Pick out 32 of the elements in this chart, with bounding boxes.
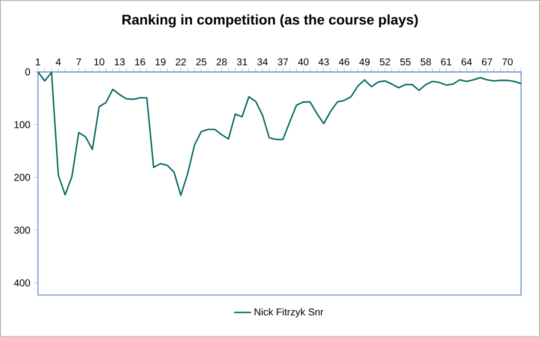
y-tick-label: 0 — [25, 68, 30, 76]
x-tick-label: 70 — [502, 58, 513, 66]
x-tick-label: 7 — [76, 58, 82, 66]
y-tick-label: 100 — [14, 121, 30, 128]
x-tick-label: 13 — [114, 58, 125, 66]
x-tick-label: 67 — [482, 58, 492, 66]
x-tick-label: 19 — [156, 58, 166, 66]
line-series — [38, 72, 522, 196]
x-tick-label: 28 — [216, 58, 227, 66]
chart-title: Ranking in competition (as the course plays) — [122, 14, 418, 28]
x-tick-label: 22 — [176, 58, 186, 66]
x-tick-label: 31 — [236, 58, 248, 66]
x-tick-label: 55 — [400, 58, 411, 66]
x-tick-label: 64 — [462, 58, 472, 66]
x-tick-label: 25 — [196, 58, 206, 66]
x-tick-label: 34 — [257, 58, 268, 66]
y-tick-label: 400 — [14, 279, 30, 286]
x-tick-label: 1 — [36, 58, 40, 66]
legend-label: Nick Fitrzyk Snr — [254, 308, 324, 318]
x-tick-label: 43 — [318, 58, 329, 66]
x-tick-label: 16 — [135, 58, 146, 66]
x-tick-label: 46 — [338, 58, 350, 66]
y-tick-label: 300 — [14, 226, 30, 234]
y-tick-label: 200 — [14, 174, 30, 181]
x-tick-label: 10 — [94, 58, 104, 66]
x-tick-label: 4 — [56, 58, 61, 66]
x-tick-label: 40 — [298, 58, 308, 66]
x-tick-label: 52 — [380, 58, 390, 66]
x-tick-label: 61 — [441, 58, 452, 66]
x-tick-label: 37 — [278, 58, 288, 66]
x-tick-label: 58 — [420, 58, 431, 66]
x-tick-label: 49 — [359, 58, 370, 66]
